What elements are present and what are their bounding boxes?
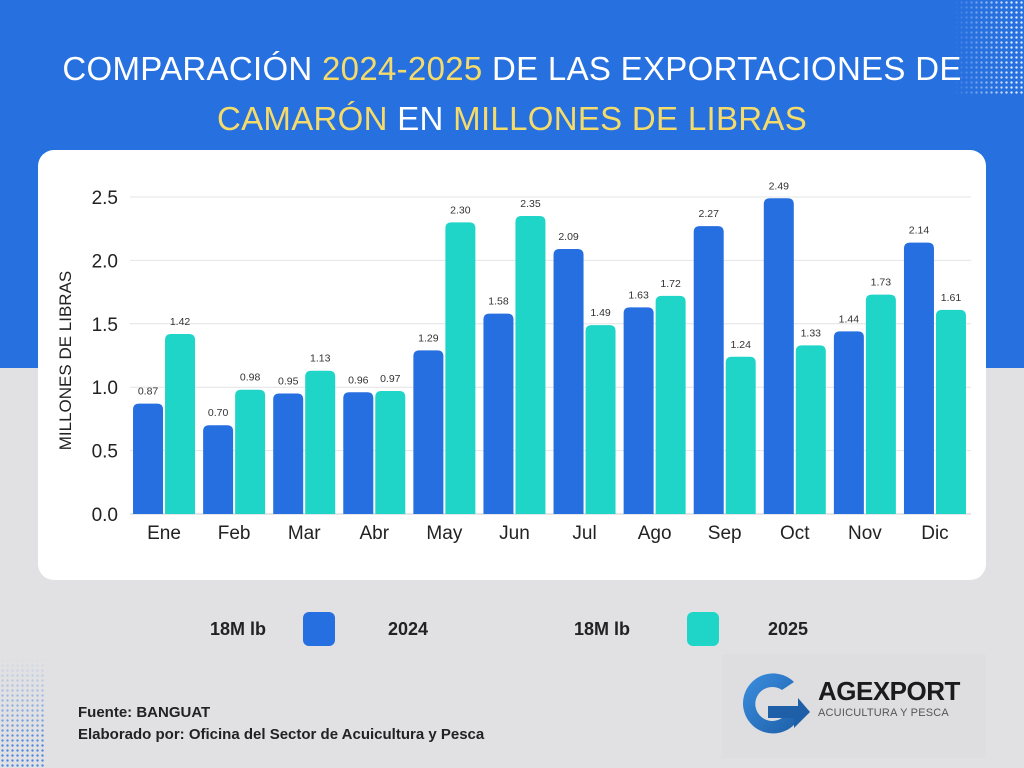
data-label: 0.96 (348, 374, 369, 386)
title-line-2: CAMARÓN EN MILLONES DE LIBRAS (0, 94, 1024, 144)
bar-2024-dic (903, 242, 934, 514)
decorative-dots-top-right (954, 0, 1024, 95)
bar-2024-sep (693, 226, 724, 514)
legend-item-2024: 18M lb 2024 (210, 612, 450, 648)
data-label: 1.49 (590, 307, 611, 319)
data-label: 1.29 (418, 332, 439, 344)
bar-2024-ago (623, 307, 654, 514)
bar-2024-jul (553, 248, 584, 514)
x-tick-label: Sep (708, 523, 742, 544)
source-text: Fuente: BANGUAT (78, 704, 211, 721)
bar-2025-may (445, 222, 476, 515)
chart-title: COMPARACIÓN 2024-2025 DE LAS EXPORTACION… (0, 44, 1024, 144)
data-label: 2.30 (450, 204, 471, 216)
data-label: 2.14 (909, 225, 930, 237)
data-label: 0.87 (138, 386, 159, 398)
y-tick-label: 0.0 (92, 505, 118, 526)
data-label: 0.97 (380, 373, 401, 385)
bar-2025-feb (235, 389, 266, 514)
x-tick-label: Ago (638, 523, 672, 544)
title-part-highlight: CAMARÓN (216, 100, 388, 137)
bar-2024-abr (343, 392, 374, 514)
legend-item-2025: 18M lb 2025 (574, 612, 834, 648)
title-part: EN (387, 100, 454, 137)
data-label: 1.73 (871, 277, 892, 289)
bar-2024-nov (833, 331, 864, 514)
data-label: 1.13 (310, 353, 331, 365)
x-tick-label: Jun (499, 523, 530, 544)
x-tick-label: Oct (780, 523, 810, 544)
bar-2024-may (413, 350, 444, 514)
data-label: 2.27 (698, 208, 719, 220)
data-label: 1.72 (660, 278, 681, 290)
title-part: DE LAS EXPORTACIONES DE (482, 50, 962, 87)
bar-2025-ene (165, 333, 196, 514)
y-axis-label: MILLONES DE LIBRAS (56, 271, 75, 451)
bar-2025-jun (515, 216, 546, 514)
x-tick-label: Ene (147, 523, 181, 544)
y-tick-label: 1.0 (92, 378, 118, 399)
legend-label: 2025 (768, 619, 809, 639)
bar-2025-sep (725, 356, 756, 514)
bar-2025-oct (795, 345, 826, 514)
x-tick-label: Mar (288, 523, 321, 544)
title-part: COMPARACIÓN (62, 50, 323, 87)
bar-2024-jun (483, 313, 514, 514)
logo-g-arrow-icon (742, 673, 810, 734)
x-tick-label: Dic (921, 523, 948, 544)
bar-2024-oct (763, 198, 794, 514)
data-label: 1.33 (801, 327, 822, 339)
x-tick-label: May (426, 523, 462, 544)
data-label: 1.44 (839, 313, 860, 325)
decorative-dots-bottom-left (0, 658, 45, 768)
bar-2024-mar (273, 393, 304, 514)
data-label: 1.63 (628, 289, 649, 301)
data-label: 2.49 (769, 180, 790, 192)
legend-total: 18M lb (574, 619, 631, 639)
y-tick-label: 2.5 (92, 188, 118, 209)
footer: Fuente: BANGUAT Elaborado por: Oficina d… (78, 702, 484, 746)
bar-2024-feb (203, 425, 234, 514)
legend-swatch-2025 (687, 612, 719, 646)
data-label: 0.70 (208, 407, 229, 419)
bar-2025-jul (585, 325, 616, 514)
x-tick-label: Jul (572, 523, 596, 544)
y-tick-label: 0.5 (92, 442, 118, 463)
x-tick-label: Feb (218, 523, 251, 544)
bar-2025-dic (935, 309, 966, 514)
x-tick-label: Abr (360, 523, 390, 544)
data-label: 1.58 (488, 296, 509, 308)
bar-2025-abr (375, 391, 406, 514)
title-part-highlight: 2024-2025 (322, 50, 483, 87)
legend-swatch-2024 (303, 612, 335, 646)
data-label: 1.42 (170, 316, 191, 328)
title-part-highlight: MILLONES DE LIBRAS (453, 100, 808, 137)
prepared-by-text: Elaborado por: Oficina del Sector de Acu… (78, 726, 485, 743)
x-tick-label: Nov (848, 523, 882, 544)
y-tick-label: 1.5 (92, 315, 118, 336)
logo-name: AGEXPORT (818, 676, 960, 706)
data-label: 1.24 (730, 339, 751, 351)
legend-total: 18M lb (210, 619, 267, 639)
data-label: 0.95 (278, 376, 299, 388)
legend-label: 2024 (388, 619, 429, 639)
logo-subtitle: ACUICULTURA Y PESCA (818, 707, 949, 719)
data-label: 0.98 (240, 372, 261, 384)
chart-card: 0.0 0.5 1.0 1.5 2.0 2.5 MILLONES DE LIBRAS 0.87… (38, 150, 986, 580)
bar-chart: 0.0 0.5 1.0 1.5 2.0 2.5 MILLONES DE LIBRAS 0.87… (56, 180, 971, 544)
y-tick-label: 2.0 (92, 251, 118, 272)
bar-2025-mar (305, 370, 336, 514)
bar-2025-ago (655, 295, 686, 514)
bar-2024-ene (133, 403, 164, 514)
data-label: 1.61 (941, 292, 962, 304)
title-line-1: COMPARACIÓN 2024-2025 DE LAS EXPORTACION… (0, 44, 1024, 94)
data-label: 2.35 (520, 198, 541, 210)
bar-2025-nov (865, 294, 896, 514)
data-label: 2.09 (558, 231, 579, 243)
agexport-logo: AGEXPORT ACUICULTURA Y PESCA (722, 654, 986, 758)
